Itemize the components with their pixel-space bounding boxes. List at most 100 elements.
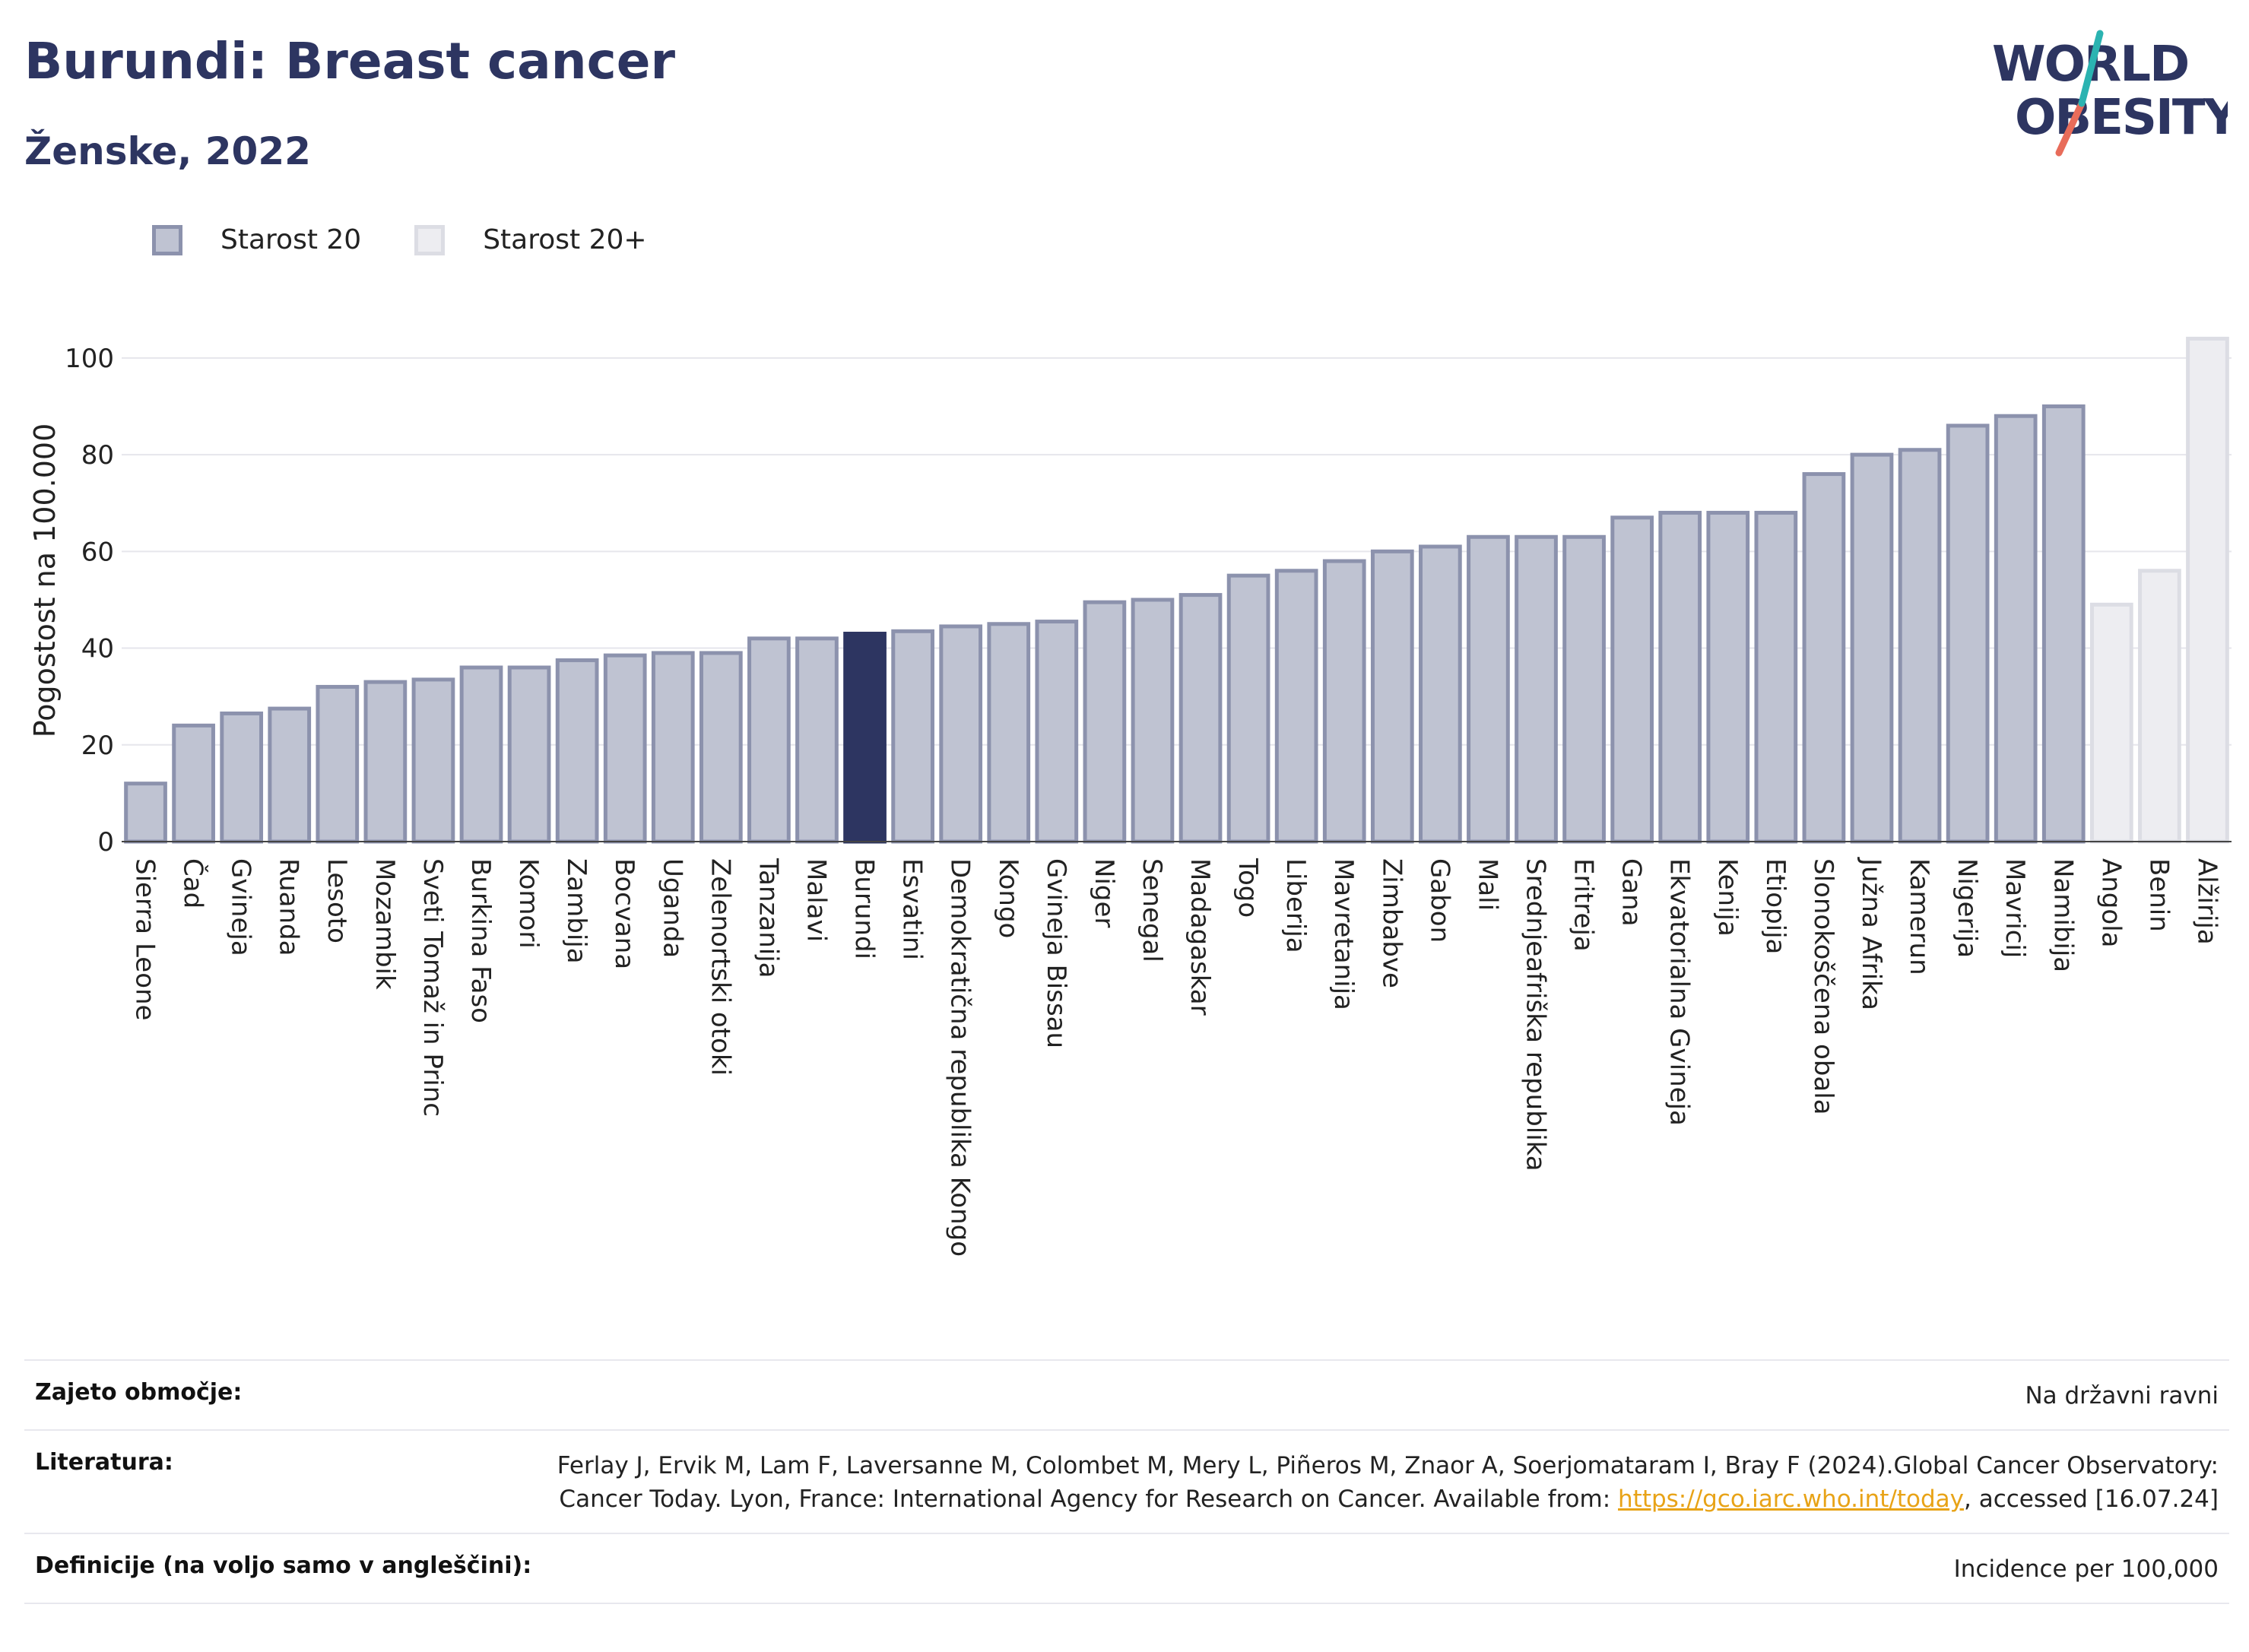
x-tick-label: Čad (178, 858, 209, 908)
x-tick-label: Niger (1089, 858, 1119, 927)
bar (2041, 404, 2086, 844)
x-tick-label: Demokratična republika Kongo (945, 858, 975, 1257)
coverage-value: Na državni ravni (2025, 1382, 2219, 1409)
x-tick-label: Sierra Leone (130, 858, 160, 1020)
page-subtitle: Ženske, 2022 (24, 129, 311, 173)
bar (1706, 510, 1750, 844)
legend-label-series-a: Starost 20 (220, 224, 362, 255)
bar (1850, 452, 1894, 844)
x-tick-label: Eritreja (1569, 858, 1599, 952)
x-tick-label: Mavretanija (1328, 858, 1359, 1010)
bar (1035, 620, 1079, 844)
bar (555, 658, 599, 844)
bar (843, 631, 887, 844)
bar (172, 723, 215, 844)
bar (124, 782, 167, 844)
y-tick-label: 60 (81, 537, 114, 567)
info-row-coverage: Zajeto območje: Na državni ravni (24, 1359, 2229, 1429)
bar (987, 622, 1031, 844)
bar (1131, 598, 1175, 844)
bar (747, 636, 791, 844)
bar (1802, 472, 1846, 844)
x-tick-label: Namibija (2048, 858, 2078, 972)
x-tick-label: Nigerija (1952, 858, 1982, 958)
bar (651, 651, 695, 844)
bar (507, 665, 551, 844)
chart-legend: Starost 20 Starost 20+ (152, 224, 700, 255)
svg-text:OBESITY: OBESITY (2015, 90, 2228, 146)
x-tick-label: Kongo (993, 858, 1023, 938)
legend-item-series-b[interactable]: Starost 20+ (414, 224, 647, 255)
bar (1370, 549, 1414, 844)
bar (1083, 600, 1127, 844)
legend-label-series-b: Starost 20+ (483, 224, 647, 255)
bar (268, 706, 312, 844)
bar (2186, 336, 2229, 844)
reference-text-end: , accessed [16.07.24] (1963, 1486, 2219, 1513)
bar (363, 680, 408, 844)
bar (411, 677, 455, 844)
x-tick-label: Alžirija (2191, 858, 2222, 945)
page-title: Burundi: Breast cancer (24, 32, 676, 90)
y-tick-label: 0 (97, 827, 114, 858)
definitions-label: Definicije (na voljo samo v angleščini): (35, 1552, 532, 1579)
x-tick-label: Zambija (561, 858, 592, 964)
x-tick-label: Senegal (1137, 858, 1167, 962)
bar (459, 665, 503, 844)
x-tick-label: Lesoto (322, 858, 352, 943)
bar (699, 651, 743, 844)
reference-link[interactable]: https://gco.iarc.who.int/today (1618, 1486, 1964, 1513)
bar (1178, 593, 1223, 844)
legend-item-series-a[interactable]: Starost 20 (152, 224, 361, 255)
x-tick-label: Komori (513, 858, 544, 949)
x-tick-label: Bocvana (609, 858, 639, 969)
x-tick-label: Kenija (1712, 858, 1743, 937)
x-tick-label: Malavi (801, 858, 831, 942)
bar (1419, 544, 1462, 844)
x-tick-label: Mali (1472, 858, 1502, 911)
bar (1610, 515, 1654, 844)
x-tick-label: Gvineja (226, 858, 256, 956)
bar (220, 711, 264, 844)
x-tick-label: Ekvatorialna Gvineja (1664, 858, 1695, 1126)
bar (1562, 534, 1606, 844)
x-tick-label: Madagaskar (1185, 858, 1215, 1016)
x-tick-label: Srednjeafriška republika (1521, 858, 1551, 1172)
x-tick-label: Gana (1616, 858, 1647, 927)
info-table: Zajeto območje: Na državni ravni Literat… (24, 1359, 2229, 1604)
bar (1467, 534, 1510, 844)
x-tick-label: Ruanda (274, 858, 304, 956)
x-tick-label: Tanzanija (753, 858, 783, 978)
x-tick-label: Liberija (1280, 858, 1311, 953)
y-tick-label: 100 (65, 344, 114, 374)
world-obesity-logo: WORLD OBESITY (1992, 30, 2228, 157)
bar (1658, 510, 1702, 844)
reference-text: Ferlay J, Ervik M, Lam F, Laversanne M, … (557, 1452, 2219, 1513)
x-tick-label: Južna Afrika (1856, 857, 1886, 1010)
bar (2138, 569, 2181, 844)
bar (1754, 510, 1798, 844)
x-tick-label: Burundi (849, 858, 880, 959)
reference-label: Literatura: (35, 1449, 173, 1476)
y-tick-label: 40 (81, 634, 114, 664)
reference-value: Ferlay J, Ervik M, Lam F, Laversanne M, … (546, 1449, 2219, 1516)
legend-swatch-series-b (414, 224, 446, 255)
y-tick-label: 20 (81, 731, 114, 761)
bar (795, 636, 839, 844)
info-row-reference: Literatura: Ferlay J, Ervik M, Lam F, La… (24, 1429, 2229, 1533)
x-tick-label: Sveti Tomaž in Princ (417, 858, 448, 1117)
bar (2089, 602, 2133, 844)
bar-chart: 0 20 40 60 80 100 Pogostost na 100.000 Sierra L… (28, 336, 2232, 1257)
x-tick-label: Togo (1232, 858, 1263, 918)
legend-swatch-series-a (152, 224, 182, 255)
definitions-value: Incidence per 100,000 (1953, 1555, 2219, 1583)
bar (1946, 423, 1990, 844)
x-tick-label: Esvatini (897, 858, 928, 960)
x-tick-label: Gvineja Bissau (1041, 858, 1071, 1048)
x-tick-label: Burkina Faso (465, 858, 496, 1023)
coverage-label: Zajeto območje: (35, 1379, 243, 1406)
x-tick-label: Mozambik (370, 858, 400, 990)
bar (1994, 414, 2038, 844)
x-tick-label: Zelenortski otoki (705, 858, 735, 1076)
info-row-definitions: Definicije (na voljo samo v angleščini):… (24, 1533, 2229, 1604)
